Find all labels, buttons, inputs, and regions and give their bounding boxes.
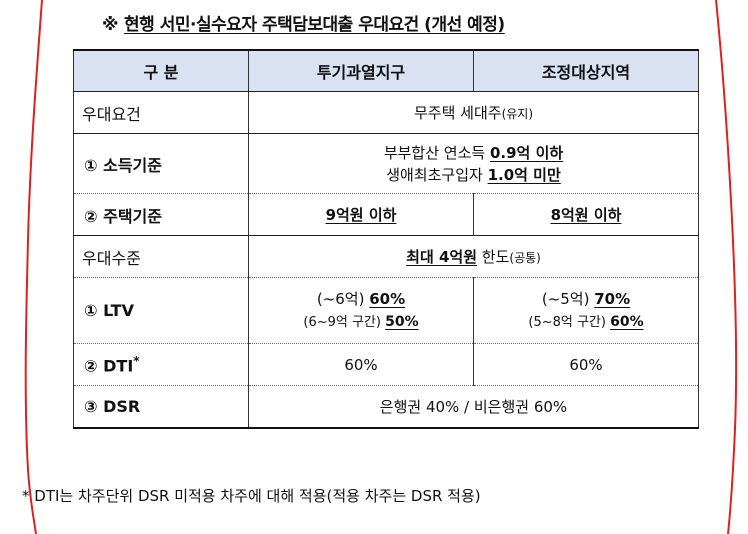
row-label-ltv: ① LTV bbox=[73, 277, 249, 344]
table-row: ① 소득기준 부부합산 연소득 0.9억 이하 생애최초구입자 1.0억 미만 bbox=[73, 133, 699, 194]
ltv-overheated-value: (~6억) 60% (6~9억 구간) 50% bbox=[248, 277, 474, 344]
dsr-value: 은행권 40% / 비은행권 60% bbox=[248, 385, 699, 429]
ltv-adjustment-line2-prefix: (5~8억 구간) bbox=[528, 314, 611, 330]
header-overheated-zone: 투기과열지구 bbox=[248, 49, 474, 92]
ltv-overheated-line1-prefix: (~6억) bbox=[316, 289, 370, 308]
house-overheated-value: 9억원 이하 bbox=[248, 193, 474, 236]
income-line1-prefix: 부부합산 연소득 bbox=[383, 143, 490, 162]
house-adjustment-value: 8억원 이하 bbox=[473, 193, 699, 236]
level-note: (공통) bbox=[509, 251, 541, 265]
table-row: 우대요건 무주택 세대주(유지) bbox=[73, 91, 699, 134]
table-row: ② DTI* 60% 60% bbox=[73, 343, 699, 386]
dti-asterisk: * bbox=[133, 353, 140, 368]
income-line1-value: 0.9억 이하 bbox=[489, 143, 564, 162]
dti-label-text: ② DTI bbox=[84, 356, 134, 376]
table-row: ① LTV (~6억) 60% (6~9억 구간) 50% (~5억) 70% … bbox=[73, 277, 699, 344]
income-value: 부부합산 연소득 0.9억 이하 생애최초구입자 1.0억 미만 bbox=[248, 133, 699, 194]
table-row: 우대수준 최대 4억원 한도(공통) bbox=[73, 235, 699, 278]
table-header-row: 구 분 투기과열지구 조정대상지역 bbox=[73, 49, 699, 92]
table-row: ③ DSR 은행권 40% / 비은행권 60% bbox=[73, 385, 699, 429]
ltv-adjustment-line2-value: 60% bbox=[610, 313, 644, 330]
level-suffix: 한도 bbox=[477, 248, 510, 266]
loan-criteria-table: 구 분 투기과열지구 조정대상지역 우대요건 무주택 세대주(유지) ① 소득기… bbox=[73, 49, 699, 429]
income-line2-prefix: 생애최초구입자 bbox=[386, 165, 488, 184]
ltv-overheated-line2-prefix: (6~9억 구간) bbox=[303, 314, 386, 330]
header-category: 구 분 bbox=[73, 49, 249, 92]
level-amount: 최대 4억원 bbox=[406, 248, 478, 266]
row-label-level: 우대수준 bbox=[73, 235, 249, 278]
title-text: 현행 서민·실수요자 주택담보대출 우대요건 (개선 예정) bbox=[124, 15, 505, 35]
dti-adjustment-value: 60% bbox=[473, 343, 699, 386]
row-label-requirements: 우대요건 bbox=[73, 91, 249, 134]
level-value: 최대 4억원 한도(공통) bbox=[248, 235, 699, 278]
table-title: ※ 현행 서민·실수요자 주택담보대출 우대요건 (개선 예정) bbox=[102, 10, 682, 36]
ltv-adjustment-value: (~5억) 70% (5~8억 구간) 60% bbox=[473, 277, 699, 344]
header-adjustment-zone: 조정대상지역 bbox=[473, 49, 699, 92]
table-row: ② 주택기준 9억원 이하 8억원 이하 bbox=[73, 193, 699, 236]
dti-overheated-value: 60% bbox=[248, 343, 474, 386]
ltv-overheated-line2-value: 50% bbox=[385, 313, 419, 330]
ltv-adjustment-line1-value: 70% bbox=[594, 289, 631, 308]
requirements-value: 무주택 세대주(유지) bbox=[248, 91, 699, 134]
row-label-income: ① 소득기준 bbox=[73, 133, 249, 194]
income-line2-value: 1.0억 미만 bbox=[487, 165, 561, 184]
ltv-overheated-line1-value: 60% bbox=[369, 289, 406, 308]
row-label-dsr: ③ DSR bbox=[73, 385, 249, 429]
row-label-dti: ② DTI* bbox=[73, 343, 249, 386]
footnote: * DTI는 차주단위 DSR 미적용 차주에 대해 적용(적용 차주는 DSR… bbox=[22, 487, 481, 505]
row-label-house: ② 주택기준 bbox=[73, 193, 249, 236]
ltv-adjustment-line1-prefix: (~5억) bbox=[541, 289, 595, 308]
requirements-text: 무주택 세대주 bbox=[413, 104, 502, 122]
requirements-note: (유지) bbox=[501, 107, 534, 121]
reference-mark: ※ bbox=[102, 15, 119, 35]
